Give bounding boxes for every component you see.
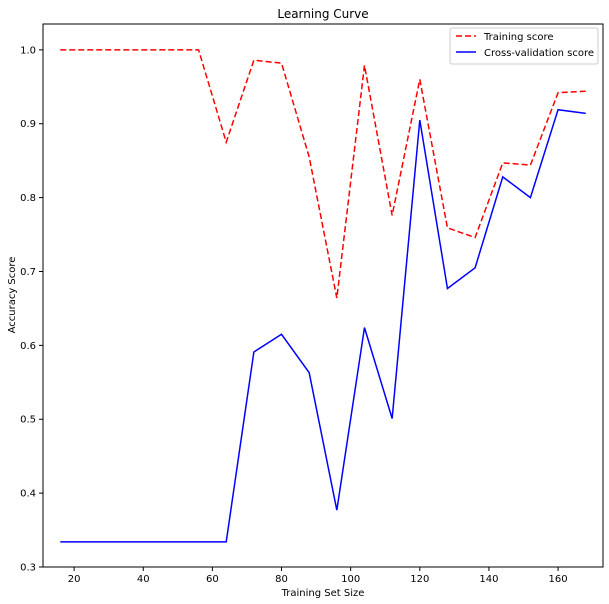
- y-axis-label: Accuracy Score: [7, 257, 18, 334]
- y-tick-label: 0.5: [20, 415, 36, 426]
- legend: Training score Cross-validation score: [449, 27, 599, 65]
- x-tick-label: 160: [549, 574, 568, 585]
- chart-title: Learning Curve: [277, 7, 368, 21]
- plot-area: [60, 49, 586, 543]
- legend-label-cross-validation: Cross-validation score: [484, 48, 594, 59]
- x-tick-label: 140: [479, 574, 498, 585]
- x-tick-label: 120: [410, 574, 429, 585]
- series-line-cross-validation-score: [60, 108, 586, 543]
- x-tick-label: 100: [341, 574, 360, 585]
- x-tick-label: 80: [275, 574, 288, 585]
- x-tick-label: 40: [137, 574, 150, 585]
- series-line-training-score: [60, 49, 586, 299]
- x-axis-label: Training Set Size: [281, 588, 365, 599]
- y-tick-label: 0.8: [20, 193, 36, 204]
- x-tick-label: 60: [206, 574, 219, 585]
- x-axis: 20 40 60 80 100 120 140 160: [68, 567, 568, 585]
- plot-frame: [42, 23, 604, 568]
- legend-label-training: Training score: [483, 32, 554, 43]
- x-tick-label: 20: [68, 574, 81, 585]
- y-tick-label: 0.4: [20, 489, 36, 500]
- y-axis: 0.3 0.4 0.5 0.6 0.7 0.8 0.9 1.0: [20, 45, 43, 574]
- y-tick-label: 0.3: [20, 563, 36, 574]
- y-tick-label: 0.7: [20, 267, 36, 278]
- legend-box: [449, 27, 599, 65]
- y-tick-label: 1.0: [20, 45, 36, 56]
- y-tick-label: 0.9: [20, 119, 36, 130]
- y-tick-label: 0.6: [20, 341, 36, 352]
